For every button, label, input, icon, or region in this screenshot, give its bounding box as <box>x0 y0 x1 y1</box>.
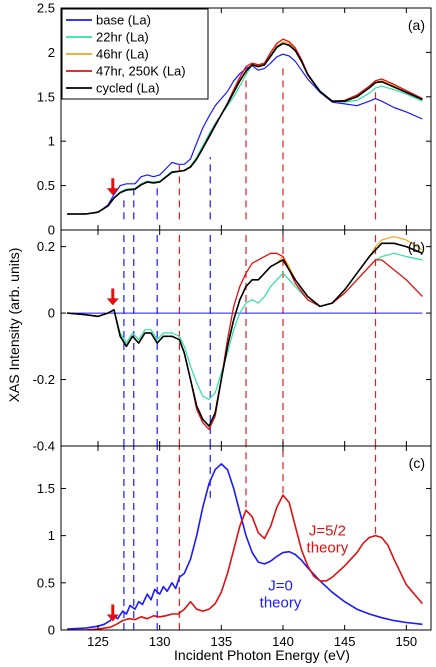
legend-entry: 46hr (La) <box>96 47 149 62</box>
y-tick-label: 0 <box>48 623 55 638</box>
y-tick-label: 2 <box>48 45 55 60</box>
panel-a: 0 0.5 1 1.5 2 2.5 (a) base (La) 22hr (La) 46hr (L… <box>37 1 432 238</box>
y-tick-label: 2.5 <box>37 1 55 16</box>
legend-entry: 47hr, 250K (La) <box>96 64 186 79</box>
panel-tag: (a) <box>408 17 425 33</box>
y-tick-label: 0 <box>48 223 55 238</box>
red-arrow-marker <box>106 178 119 196</box>
y-tick-label: 0.5 <box>37 575 55 590</box>
legend-entry: 22hr (La) <box>96 30 149 45</box>
series-line-j-5-2-theory <box>67 494 424 630</box>
y-axis-title: XAS Intensity (arb. units) <box>6 248 22 403</box>
x-axis-title: Incident Photon Energy (eV) <box>174 647 350 663</box>
series-line-cycled-la <box>67 242 423 427</box>
legend: base (La) 22hr (La) 46hr (La) 47hr, 250K (L… <box>61 8 209 100</box>
red-arrow-marker <box>106 288 119 306</box>
x-tick-label: 140 <box>272 634 294 649</box>
y-tick-label: 1 <box>48 134 55 149</box>
x-tick-label: 145 <box>334 634 356 649</box>
x-tick-label: 150 <box>395 634 417 649</box>
series-line-base-la <box>67 53 423 215</box>
panel-b: -0.4 -0.2 0 0.2 (b) <box>33 229 432 454</box>
x-tick-label: 135 <box>210 634 232 649</box>
legend-entry: base (La) <box>96 13 151 28</box>
y-tick-label: 0 <box>48 306 55 321</box>
panel-tag: (c) <box>409 455 425 471</box>
series-line-j-0-theory <box>67 463 423 630</box>
y-tick-label: -0.4 <box>33 439 55 454</box>
red-arrow-marker <box>106 604 119 622</box>
series-line-cycled-la <box>67 42 423 215</box>
series-line-46hr-la <box>67 236 423 427</box>
y-tick-label: 1 <box>48 528 55 543</box>
y-tick-label: 1.5 <box>37 89 55 104</box>
legend-entry: cycled (La) <box>96 81 160 96</box>
y-tick-label: -0.2 <box>33 372 55 387</box>
series-line-47hr-250k-la <box>67 252 423 431</box>
y-tick-label: 0.5 <box>37 178 55 193</box>
series-annotation: J=0 theory <box>260 577 302 611</box>
y-tick-label: 0.2 <box>37 239 55 254</box>
plot-frame <box>60 445 432 631</box>
y-tick-label: 1.5 <box>37 481 55 496</box>
panel-tag: (b) <box>408 239 425 255</box>
x-tick-label: 125 <box>87 634 109 649</box>
series-annotation: J=5/2 theory <box>307 523 349 557</box>
x-tick-label: 130 <box>149 634 171 649</box>
